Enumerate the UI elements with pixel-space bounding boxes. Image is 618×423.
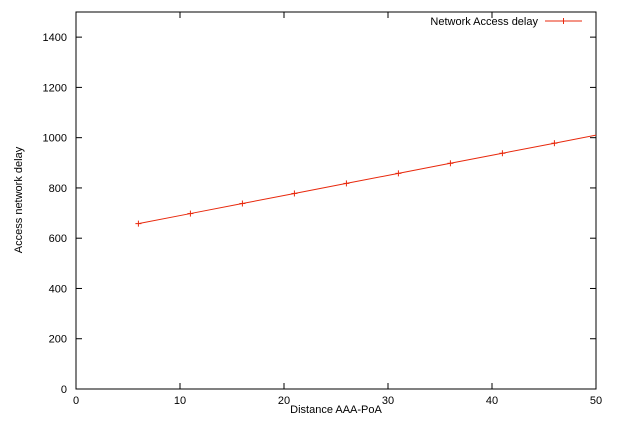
plot-frame	[75, 11, 597, 390]
x-tick-label: 40	[486, 395, 498, 407]
data-point-marker	[135, 220, 142, 227]
data-point-marker	[447, 160, 454, 167]
y-tick-label: 600	[49, 233, 67, 245]
legend-marker	[560, 18, 567, 24]
x-axis-title: Distance AAA-PoA	[290, 404, 382, 416]
data-point-marker	[560, 18, 567, 24]
x-tick-label: 30	[382, 395, 394, 407]
x-tick-labels: 0 10 20 30 40 50	[73, 395, 602, 407]
y-tick-label: 1000	[43, 133, 67, 145]
series-line	[138, 134, 596, 225]
data-point-marker	[603, 130, 609, 136]
x-tick-label: 10	[174, 395, 186, 407]
data-point-marker	[343, 180, 350, 187]
data-point-marker	[239, 200, 246, 207]
y-tick-label: 1200	[43, 82, 67, 94]
y-tick-labels: 0 200 400 600 800 1000 1200 1400	[43, 32, 67, 396]
y-axis-title: Access network delay	[13, 146, 25, 253]
y-tick-label: 1400	[43, 32, 67, 44]
data-point-marker	[499, 150, 506, 157]
legend: Network Access delay	[430, 16, 582, 28]
legend-label: Network Access delay	[430, 16, 538, 28]
y-tick-label: 200	[49, 334, 67, 346]
data-point-marker	[187, 210, 194, 217]
y-tick-label: 0	[61, 384, 67, 396]
y-tick-label: 800	[49, 183, 67, 195]
data-point-marker	[291, 190, 298, 197]
data-point-marker	[395, 170, 402, 177]
x-tick-label: 0	[73, 395, 79, 407]
y-tick-label: 400	[49, 283, 67, 295]
axis-ticks	[75, 12, 597, 390]
series-layer	[135, 130, 609, 227]
x-tick-label: 20	[278, 395, 290, 407]
x-tick-label: 50	[590, 395, 602, 407]
data-point-marker	[551, 140, 558, 147]
